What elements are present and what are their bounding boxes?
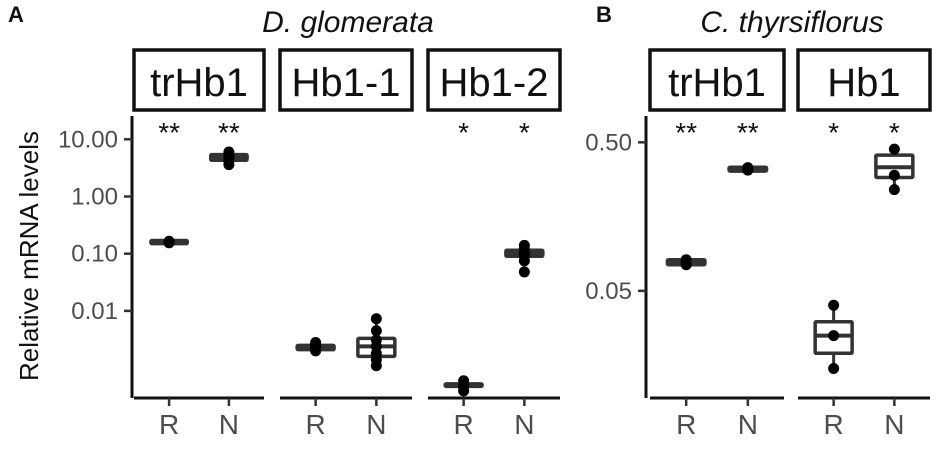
significance-label: * [519,117,530,148]
data-point [518,239,530,251]
x-tick-label: R [676,409,696,440]
facet-strip-label: Hb1-1 [292,61,401,105]
y-axis-label: Relative mRNA levels [14,131,44,381]
data-point [458,375,470,387]
y-tick-label: 0.01 [71,298,118,325]
y-tick-label: 0.50 [585,129,632,156]
panel-a-title: D. glomerata [262,6,434,39]
facet-strip [796,48,932,112]
facet-strip-label: Hb1 [827,61,900,105]
significance-label: * [828,117,839,148]
data-point [888,169,900,181]
y-tick-label: 0.05 [585,278,632,305]
data-point [888,184,900,196]
x-tick-label: N [514,409,534,440]
data-point [310,337,322,349]
data-point [828,363,840,375]
x-tick-label: R [306,409,326,440]
x-tick-label: N [738,409,758,440]
x-tick-label: N [219,409,239,440]
panel-b-title: C. thyrsiflorus [700,6,883,39]
facet-strip [278,48,414,112]
data-point [370,325,382,337]
data-point [163,235,175,247]
x-tick-label: N [366,409,386,440]
facet-strip-label: trHb1 [668,61,766,105]
facet-strip-label: trHb1 [150,61,248,105]
significance-label: ** [218,117,240,148]
data-point [370,313,382,325]
panel-a-letter: A [8,2,24,27]
significance-label: ** [675,117,697,148]
significance-label: ** [158,117,180,148]
data-point [742,162,754,174]
x-tick-label: R [454,409,474,440]
panel-b-letter: B [596,2,612,27]
data-point [828,299,840,311]
x-tick-label: R [159,409,179,440]
data-point [888,143,900,155]
data-point [223,146,235,158]
x-tick-label: R [824,409,844,440]
facet-strip-label: Hb1-2 [440,61,549,105]
facet-strip [426,48,562,112]
y-tick-label: 10.00 [58,126,118,153]
data-point [370,334,382,346]
significance-label: ** [737,117,759,148]
significance-label: * [889,117,900,148]
data-point [828,330,840,342]
x-tick-label: N [884,409,904,440]
data-point [518,266,530,278]
y-tick-label: 0.10 [71,241,118,268]
significance-label: * [458,117,469,148]
y-tick-label: 1.00 [71,183,118,210]
data-point [680,254,692,266]
facet-strip [132,48,266,112]
facet-strip [648,48,786,112]
